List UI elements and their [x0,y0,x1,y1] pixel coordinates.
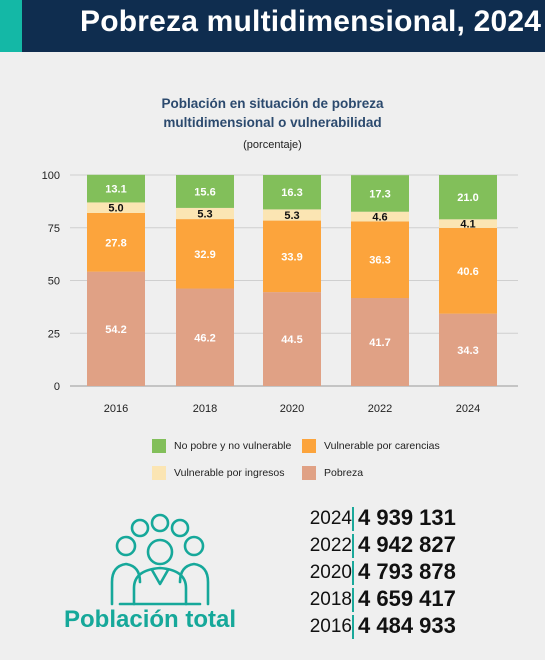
bar-value-label: 34.3 [457,345,478,357]
y-tick-label: 25 [48,328,60,340]
bar-value-label: 41.7 [369,337,390,349]
bar-segment [351,298,409,386]
legend-swatch-vuln-carencias [302,439,316,453]
chart-title-line-1: Población en situación de pobreza [161,96,384,111]
bar-value-label: 36.3 [369,255,390,267]
x-tick-label: 2016 [104,403,128,415]
stacked-bar-chart: 0 25 50 75 100 54.2 27.8 5.0 13.1 2016 46.2 32.9 5.3… [42,170,518,415]
population-value: 4 793 878 [358,559,456,584]
legend-label-vuln-carencias: Vulnerable por carencias [324,440,440,452]
header-accent-bar [0,0,22,52]
x-tick-label: 2022 [368,403,392,415]
bar-segment [87,202,145,213]
bar-segment [263,292,321,386]
population-value: 4 942 827 [358,532,456,557]
bar-value-label: 27.8 [105,237,126,249]
legend-label-no-pobre: No pobre y no vulnerable [174,440,292,452]
bar-value-label: 32.9 [194,249,215,261]
bar-segment [87,212,145,272]
bar-segment [439,219,497,228]
people-group-icon [110,513,210,606]
bar-segment [263,175,321,210]
population-year: 2018 [309,589,352,610]
bar-segment [176,175,234,208]
x-tick-label: 2020 [280,403,304,415]
chart-title-line-2: multidimensional o vulnerabilidad [163,115,382,130]
legend-swatch-no-pobre [152,439,166,453]
bar-segment [351,221,409,299]
population-divider [352,615,354,639]
bar-value-label: 4.1 [460,219,475,231]
population-total-label: Población total [64,606,237,633]
population-year: 2024 [309,508,352,529]
bar-segment [176,288,234,386]
population-value: 4 659 417 [358,586,456,611]
bar-segment [263,220,321,293]
y-tick-label: 75 [48,223,60,235]
bar-segment [263,209,321,221]
chart-title: Población en situación de pobreza multid… [0,94,545,132]
bar-value-label: 40.6 [457,266,478,278]
population-value: 4 484 933 [358,613,456,638]
bar-segment [87,174,145,203]
bar-segment [439,175,497,220]
legend-swatch-vuln-ingresos [152,466,166,480]
y-tick-label: 50 [48,276,60,288]
legend-label-vuln-ingresos: Vulnerable por ingresos [174,467,285,479]
bar-segment [439,227,497,314]
bar-segment [351,175,409,212]
legend-swatch-pobreza [302,466,316,480]
bar-value-label: 5.3 [197,209,212,221]
population-year: 2016 [309,616,352,637]
y-tick-label: 100 [42,170,60,182]
bar-value-label: 21.0 [457,192,478,204]
bar-value-label: 5.3 [284,210,299,222]
legend-label-pobreza: Pobreza [324,467,364,479]
bar-value-label: 4.6 [372,212,387,224]
population-divider [352,507,354,531]
bar-value-label: 46.2 [194,332,215,344]
bar-value-label: 17.3 [369,188,390,200]
bar-value-label: 16.3 [281,187,302,199]
chart-subtitle: (porcentaje) [243,139,302,151]
y-tick-label: 0 [54,381,60,393]
population-year: 2020 [309,562,352,583]
page-title: Pobreza multidimensional, 2024 [80,5,542,38]
bar-value-label: 5.0 [108,203,123,215]
bar-segment [176,207,234,220]
x-tick-label: 2024 [456,403,480,415]
bar-value-label: 44.5 [281,334,302,346]
bar-segment [87,271,145,386]
header-banner: Pobreza multidimensional, 2024 [0,0,545,52]
bar-value-label: 33.9 [281,251,302,263]
bar-segment [439,313,497,386]
x-tick-label: 2018 [193,403,217,415]
bar-segment [351,211,409,222]
bar-segment [176,219,234,289]
chart-legend: No pobre y no vulnerable Vulnerable por … [152,439,472,484]
population-year: 2022 [309,535,352,556]
population-divider [352,534,354,558]
bar-value-label: 13.1 [105,184,126,196]
population-divider [352,588,354,612]
population-divider [352,561,354,585]
bar-value-label: 15.6 [194,186,215,198]
bar-value-label: 54.2 [105,324,126,336]
population-value: 4 939 131 [358,505,456,530]
